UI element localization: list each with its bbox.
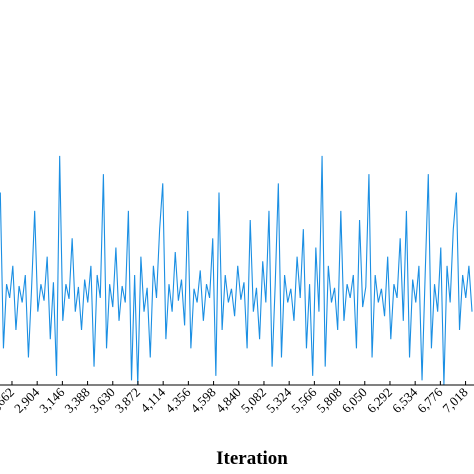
x-tick-label: 6,292 — [364, 385, 395, 416]
x-tick-label: 6,050 — [339, 385, 370, 416]
x-tick-label: 3,388 — [61, 385, 92, 416]
x-tick-label: 5,324 — [263, 384, 295, 416]
x-tick-label: 4,598 — [187, 385, 218, 416]
x-tick-label: 3,630 — [87, 385, 118, 416]
x-tick-label: 2,662 — [0, 385, 17, 416]
x-tick-label: 4,840 — [213, 385, 244, 416]
x-tick-label: 2,904 — [11, 384, 43, 416]
x-tick-label: 7,018 — [439, 385, 470, 416]
x-tick-label: 3,872 — [112, 385, 143, 416]
x-axis-label: Iteration — [216, 448, 288, 469]
x-tick-label: 4,356 — [162, 384, 194, 416]
x-tick-label: 6,534 — [389, 384, 421, 416]
x-tick-label: 3,146 — [36, 384, 68, 416]
x-tick-label: 6,776 — [414, 384, 446, 416]
x-tick-label: 5,566 — [288, 384, 320, 416]
x-tick-label: 4,114 — [137, 384, 168, 415]
data-line — [0, 155, 473, 386]
x-tick-label: 5,082 — [238, 385, 269, 416]
x-tick-label: 5,808 — [313, 385, 344, 416]
